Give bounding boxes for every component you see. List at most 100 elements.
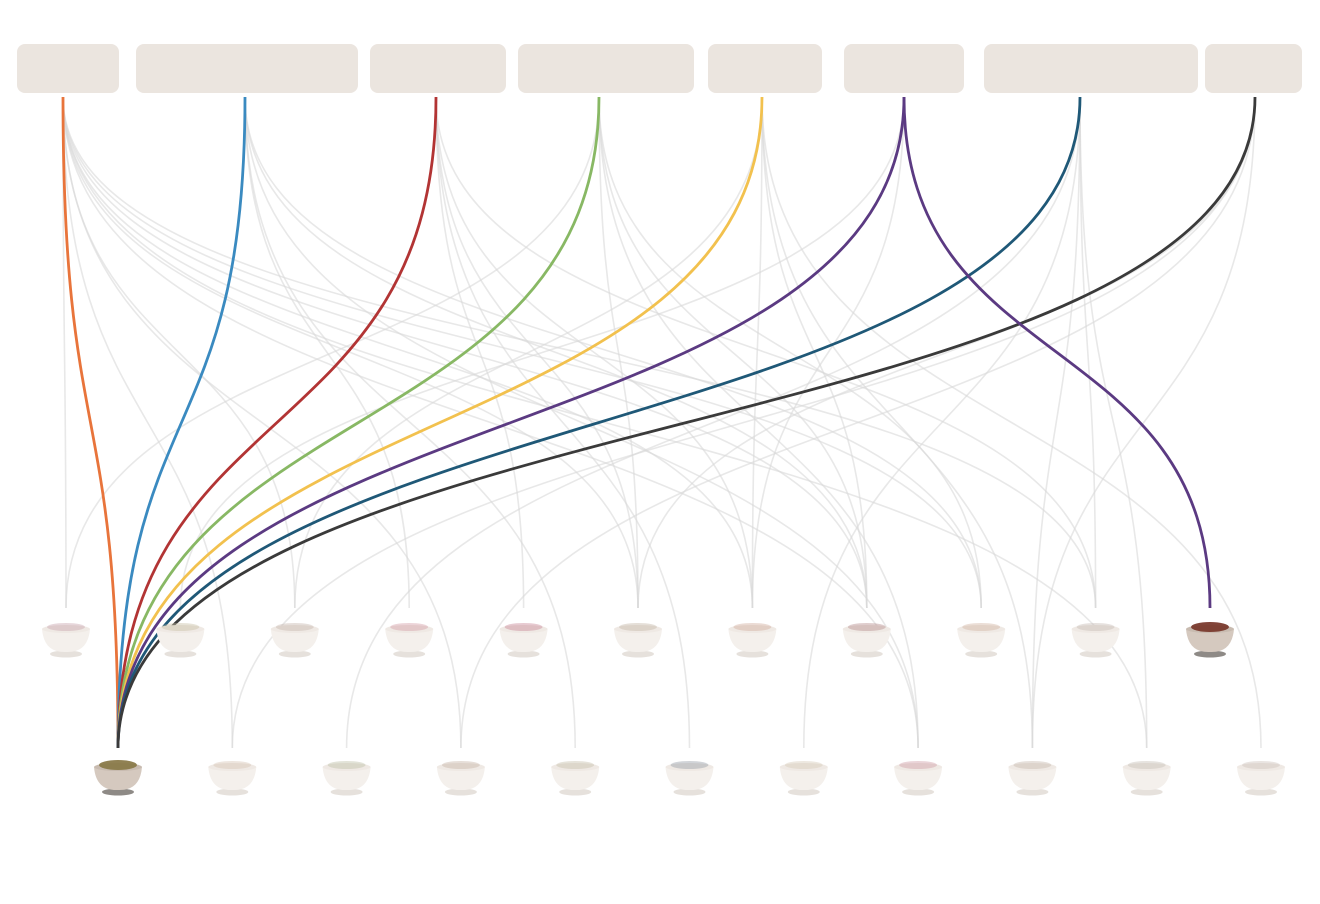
bowl-l4[interactable] [436, 761, 485, 796]
bowl-contents [1191, 622, 1229, 632]
link-s3-u10 [435, 96, 1097, 609]
bowl-shadow [902, 788, 935, 796]
bowl-contents [670, 761, 709, 769]
link-s8-l1 [116, 96, 1257, 749]
bowl-shadow [1130, 788, 1163, 796]
bowl-u2[interactable] [156, 623, 205, 658]
bowl-contents [327, 761, 366, 769]
bowl-rim [551, 763, 600, 771]
bowl-u7[interactable] [728, 623, 777, 658]
bowl-shadow [216, 788, 249, 796]
source-box-3[interactable] [370, 44, 506, 93]
bowl-u8[interactable] [842, 623, 891, 658]
link-s1-u6 [62, 96, 639, 609]
bowl-shadow [559, 788, 592, 796]
bowl-l7[interactable] [779, 761, 828, 796]
bowl-shadow [102, 788, 134, 796]
bowl-l5[interactable] [551, 761, 600, 796]
bowl-rim [270, 625, 319, 633]
source-box-7[interactable] [984, 44, 1198, 93]
bowl-body [1071, 629, 1120, 653]
bowl-rim [1071, 625, 1120, 633]
bowl-l11[interactable] [1237, 761, 1285, 796]
bowl-contents [213, 761, 252, 769]
bowl-contents [784, 761, 823, 769]
bowl-contents [504, 623, 543, 631]
bowl-rim [1008, 763, 1057, 771]
bowl-shadow [787, 788, 820, 796]
bowl-contents [161, 623, 200, 631]
source-box-background [17, 44, 119, 93]
link-s6-u7 [751, 96, 905, 609]
bowl-rim [385, 625, 434, 633]
source-box-8[interactable] [1205, 44, 1302, 93]
link-s3-u7 [435, 96, 754, 609]
bowl-shadow [507, 650, 540, 658]
bowl-body [1008, 767, 1057, 791]
bowl-l8[interactable] [894, 761, 943, 796]
bowl-u10[interactable] [1071, 623, 1120, 658]
link-s1-u9 [62, 96, 982, 609]
bowl-shadow [278, 650, 311, 658]
link-s2-u4 [244, 96, 410, 609]
source-box-5[interactable] [708, 44, 822, 93]
link-s7-l10 [1079, 96, 1148, 749]
bowl-shadow [444, 788, 477, 796]
bowl-l10[interactable] [1122, 761, 1171, 796]
link-s1-l8 [62, 96, 919, 749]
bowl-shadow [1194, 650, 1226, 658]
link-s3-l1 [116, 96, 438, 749]
bowl-l6[interactable] [665, 761, 714, 796]
bowl-body [385, 629, 434, 653]
bowl-l1[interactable] [94, 760, 142, 796]
link-s2-u9 [244, 96, 982, 609]
links-layer [62, 96, 1262, 749]
bowl-shadow [965, 650, 998, 658]
bowl-u11[interactable] [1186, 622, 1234, 658]
bowl-body [270, 629, 319, 653]
link-s6-u2 [179, 96, 905, 609]
bowl-rim [957, 625, 1006, 633]
bowl-u1[interactable] [42, 623, 90, 658]
bowl-body [94, 767, 142, 791]
source-box-background [136, 44, 358, 93]
bowl-u4[interactable] [385, 623, 434, 658]
bowl-u3[interactable] [270, 623, 319, 658]
source-box-4[interactable] [518, 44, 694, 93]
bowl-body [1122, 767, 1171, 791]
bowl-u9[interactable] [957, 623, 1006, 658]
bowl-contents [1242, 761, 1280, 769]
bowl-contents [899, 761, 938, 769]
bowl-contents [441, 761, 480, 769]
bowl-contents [962, 623, 1001, 631]
link-s1-l10 [62, 96, 1148, 749]
source-box-6[interactable] [844, 44, 964, 93]
bowl-u6[interactable] [614, 623, 662, 658]
source-box-background [370, 44, 506, 93]
bowl-u5[interactable] [499, 623, 548, 658]
link-s6-u11 [902, 96, 1212, 609]
highlighted-links-layer [61, 96, 1257, 749]
link-s8-u6 [637, 96, 1256, 609]
bowl-rim [842, 625, 891, 633]
link-s1-u10 [62, 96, 1097, 609]
source-box-2[interactable] [136, 44, 358, 93]
link-s2-l5 [244, 96, 576, 749]
link-s3-l6 [435, 96, 691, 749]
bowl-rim [779, 763, 828, 771]
link-s7-l3 [345, 96, 1081, 749]
bowl-l2[interactable] [208, 761, 257, 796]
link-s1-l1 [61, 96, 120, 749]
source-boxes [17, 44, 1302, 93]
bowl-rim [156, 625, 205, 633]
source-box-background [984, 44, 1198, 93]
bowl-contents [275, 623, 314, 631]
link-s8-l9 [1031, 96, 1256, 749]
link-s5-l11 [761, 96, 1262, 749]
source-box-1[interactable] [17, 44, 119, 93]
bowl-l9[interactable] [1008, 761, 1057, 796]
bowl-contents [733, 623, 772, 631]
bowls [42, 622, 1285, 796]
bowl-l3[interactable] [322, 761, 371, 796]
